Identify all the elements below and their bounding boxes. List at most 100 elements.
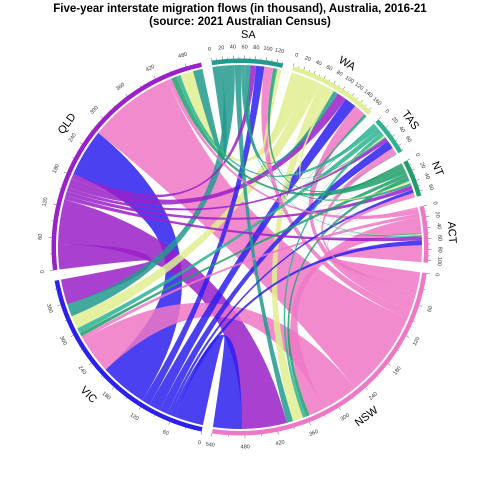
tick-label-tas: 60: [404, 135, 412, 143]
tick-label-wa: 80: [335, 70, 343, 78]
flow-qld-to-act: [64, 195, 422, 242]
tick-qld: [125, 93, 128, 97]
tick-tas: [382, 122, 384, 124]
sector-label-act: ACT: [445, 221, 458, 244]
tick-qld: [139, 85, 142, 87]
tick-label-tas: 20: [390, 116, 399, 125]
tick-label-sa: 0: [208, 47, 212, 53]
tick-label-qld: 60: [38, 234, 44, 240]
chart-subtitle: (source: 2021 Australian Census): [149, 16, 331, 28]
tick-tas: [395, 139, 398, 141]
tick-tas: [378, 116, 381, 120]
tick-label-nt: 20: [418, 162, 426, 170]
tick-label-act: 60: [436, 235, 442, 241]
tick-nsw: [338, 407, 341, 411]
flow-nt-to-nsw: [287, 176, 410, 417]
tick-label-nt: 0: [414, 152, 421, 157]
tick-wa: [364, 104, 367, 107]
flow-qld-to-nsw: [58, 199, 287, 429]
tick-wa: [356, 97, 358, 100]
flow-sa-to-nsw: [234, 64, 293, 423]
tick-qld: [72, 157, 74, 159]
tick-label-nsw: 240: [368, 391, 379, 402]
tick-label-nsw: 480: [241, 444, 250, 450]
chart-title: Five-year interstate migration flows (in…: [53, 3, 427, 15]
tick-label-qld: 180: [52, 163, 61, 174]
tick-vic: [70, 335, 74, 337]
tick-label-nt: 60: [427, 184, 435, 192]
tick-nsw: [365, 387, 368, 391]
tick-wa: [308, 70, 310, 72]
tick-qld: [63, 171, 67, 174]
tick-wa: [369, 107, 372, 110]
tick-label-vic: 360: [45, 303, 54, 314]
tick-label-vic: 120: [129, 412, 140, 422]
tick-vic: [80, 349, 82, 351]
tick-qld: [90, 129, 92, 131]
tick-label-wa: 60: [325, 64, 333, 72]
tick-label-sa: 120: [274, 48, 284, 56]
tick-label-wa: 160: [371, 96, 382, 107]
tick-wa: [360, 99, 364, 103]
flow-nsw-to-act: [329, 245, 422, 290]
tick-qld: [113, 105, 115, 107]
flow-qld-to-sa: [71, 65, 256, 198]
tick-tas: [389, 130, 391, 133]
tick-wa: [293, 63, 295, 67]
tick-wa: [323, 75, 326, 79]
tick-wa: [343, 86, 346, 90]
tick-tas: [385, 125, 389, 128]
tick-label-tas: 40: [397, 126, 405, 134]
sector-label-nt: NT: [429, 160, 446, 178]
tick-nsw: [413, 320, 415, 322]
tick-vic: [100, 375, 103, 377]
tick-wa: [318, 74, 321, 77]
tick-wa: [352, 93, 355, 96]
tick-tas: [392, 134, 396, 137]
tick-vic: [153, 415, 156, 417]
tick-label-nt: 40: [423, 173, 431, 181]
tick-tas: [401, 149, 404, 151]
tick-label-nsw: 180: [392, 365, 402, 376]
tick-label-vic: 60: [162, 429, 170, 437]
tick-vic: [168, 421, 171, 425]
tick-label-qld: 120: [42, 197, 50, 207]
tick-nsw: [309, 422, 311, 426]
tick-wa: [347, 91, 349, 93]
flow-sa-to-vic: [67, 65, 235, 317]
tick-label-nsw: 420: [275, 440, 285, 448]
tick-qld: [53, 203, 57, 205]
tick-label-nsw: 540: [205, 442, 215, 449]
sector-label-nsw: NSW: [353, 404, 381, 429]
flow-nsw-to-tas: [321, 147, 417, 300]
flow-wa-to-qld: [180, 71, 309, 162]
tick-nsw: [352, 397, 354, 400]
tick-nt: [409, 164, 412, 166]
tick-qld: [79, 142, 83, 145]
tick-sa: [277, 59, 279, 63]
tick-label-wa: 20: [304, 55, 312, 63]
tick-label-vic: 0: [197, 440, 201, 446]
tick-act: [423, 204, 427, 206]
flow-nt-to-wa: [310, 114, 403, 197]
tick-label-wa: 0: [294, 52, 299, 59]
tick-label-sa: 60: [242, 44, 248, 50]
tick-label-vic: 180: [101, 391, 112, 402]
flow-sa-to-qld: [193, 65, 227, 158]
tick-label-vic: 240: [77, 365, 87, 376]
sector-track-sa: [211, 58, 284, 68]
tick-qld: [100, 115, 103, 119]
tick-vic: [88, 362, 92, 366]
tick-vic: [64, 320, 67, 322]
tick-label-nsw: 120: [412, 336, 422, 347]
tick-label-qld: 240: [68, 132, 78, 143]
tick-wa: [338, 84, 340, 87]
tick-nt: [412, 168, 415, 171]
tick-label-act: 20: [433, 211, 440, 218]
tick-qld: [184, 63, 187, 67]
tick-label-act: 80: [436, 247, 442, 253]
tick-vic: [57, 304, 61, 306]
tick-label-nsw: 0: [435, 273, 441, 277]
tick-nsw: [406, 335, 410, 338]
